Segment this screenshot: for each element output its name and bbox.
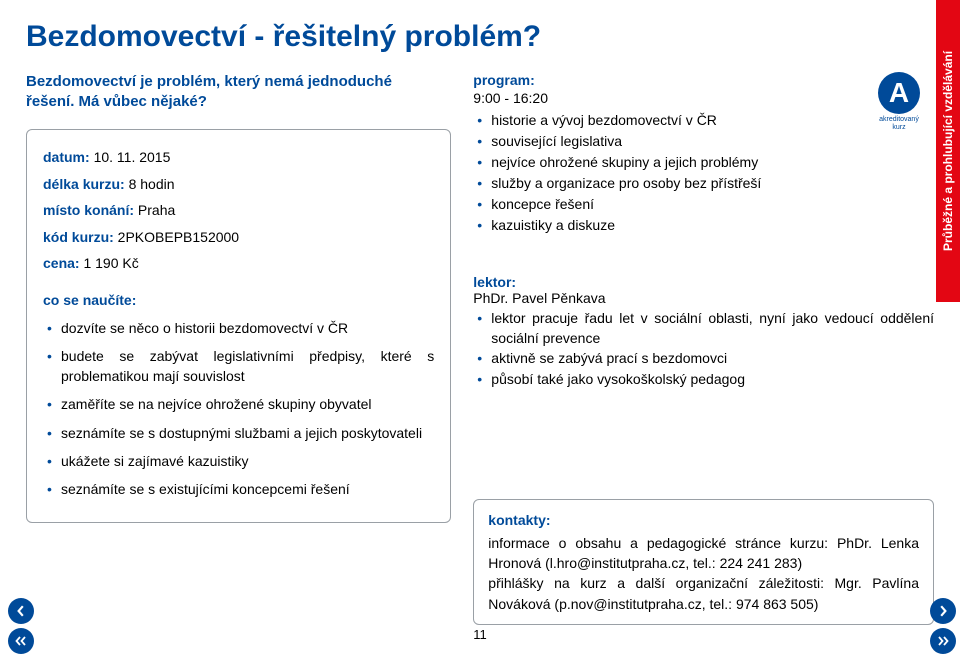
lektor-item: působí také jako vysokoškolský pedagog [473,370,934,390]
program-item: koncepce řešení [473,194,934,215]
intro-text: Bezdomovectví je problém, který nemá jed… [26,72,426,111]
contacts-title: kontakty: [488,510,919,530]
double-chevron-left-icon [14,635,28,647]
first-button[interactable] [8,628,34,654]
program-item: historie a vývoj bezdomovectví v ČR [473,110,934,131]
info-date-label: datum: [43,149,90,165]
info-code-value: 2PKOBEPB152000 [118,229,239,245]
double-chevron-right-icon [936,635,950,647]
learn-item: seznámíte se s dostupnými službami a jej… [43,423,434,443]
info-place-value: Praha [138,202,175,218]
last-button[interactable] [930,628,956,654]
badge-letter-icon: A [878,72,920,114]
chevron-right-icon [937,605,949,617]
learn-item: dozvíte se něco o historii bezdomovectví… [43,318,434,338]
program-item: služby a organizace pro osoby bez přístř… [473,173,934,194]
learn-item: budete se zabývat legislativními předpis… [43,346,434,387]
lektor-item: aktivně se zabývá prací s bezdomovci [473,349,934,369]
info-length-label: délka kurzu: [43,176,125,192]
info-date: datum: 10. 11. 2015 [43,144,434,171]
program-item: související legislativa [473,131,934,152]
info-box: datum: 10. 11. 2015 délka kurzu: 8 hodin… [26,129,451,523]
lektor-list: lektor pracuje řadu let v sociální oblas… [473,309,934,389]
info-price: cena: 1 190 Kč [43,250,434,277]
learn-item: ukážete si zajímavé kazuistiky [43,451,434,471]
page-number: 11 [473,627,487,642]
prev-button[interactable] [8,598,34,624]
learn-list: dozvíte se něco o historii bezdomovectví… [43,318,434,500]
info-price-value: 1 190 Kč [83,255,138,271]
info-code: kód kurzu: 2PKOBEPB152000 [43,224,434,251]
lektor-block: lektor: PhDr. Pavel Pěnkava lektor pracu… [473,274,934,389]
learn-title: co se naučíte: [43,287,434,314]
info-price-label: cena: [43,255,80,271]
info-date-value: 10. 11. 2015 [94,149,171,165]
program-item: nejvíce ohrožené skupiny a jejich problé… [473,152,934,173]
content-columns: Bezdomovectví je problém, který nemá jed… [26,72,934,625]
contacts-line1: informace o obsahu a pedagogické stránce… [488,533,919,574]
contacts-line2: přihlášky na kurz a další organizační zá… [488,573,919,614]
info-length-value: 8 hodin [129,176,175,192]
learn-item: seznámíte se s existujícími koncepcemi ř… [43,479,434,499]
lektor-title: lektor: [473,274,934,290]
page-title: Bezdomovectví - řešitelný problém? [26,20,934,54]
chevron-left-icon [15,605,27,617]
section-tab: Průběžné a prohlubující vzdělávání [936,0,960,302]
info-code-label: kód kurzu: [43,229,114,245]
info-place: místo konání: Praha [43,197,434,224]
info-place-label: místo konání: [43,202,134,218]
program-item: kazuistiky a diskuze [473,215,934,236]
lektor-item: lektor pracuje řadu let v sociální oblas… [473,309,934,348]
left-column: Bezdomovectví je problém, který nemá jed… [26,72,451,625]
info-length: délka kurzu: 8 hodin [43,171,434,198]
contacts-box: kontakty: informace o obsahu a pedagogic… [473,499,934,624]
learn-item: zaměříte se na nejvíce ohrožené skupiny … [43,394,434,414]
right-column: A akreditovaný kurz program: 9:00 - 16:2… [473,72,934,625]
lektor-name: PhDr. Pavel Pěnkava [473,290,934,306]
next-button[interactable] [930,598,956,624]
page: Bezdomovectví - řešitelný problém? Bezdo… [0,0,960,664]
program-list: historie a vývoj bezdomovectví v ČR souv… [473,110,934,236]
